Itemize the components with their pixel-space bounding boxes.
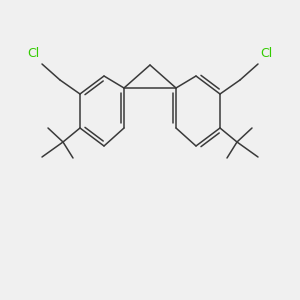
Text: Cl: Cl: [260, 47, 272, 60]
Text: Cl: Cl: [28, 47, 40, 60]
